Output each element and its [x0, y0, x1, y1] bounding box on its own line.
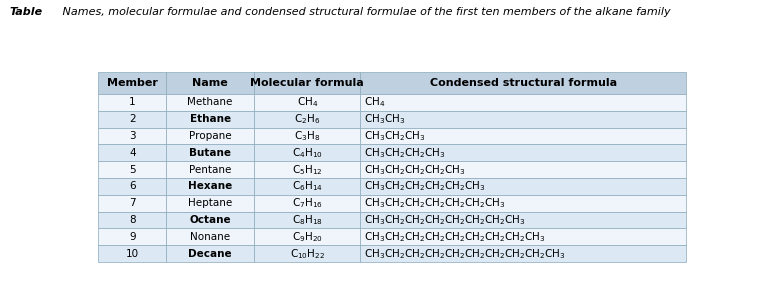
- Bar: [254, 228, 360, 245]
- Text: C$_7$H$_{16}$: C$_7$H$_{16}$: [292, 196, 322, 210]
- Bar: [166, 111, 254, 128]
- Bar: [254, 195, 360, 212]
- Text: Decane: Decane: [189, 249, 232, 259]
- Bar: [166, 94, 254, 111]
- Text: C$_2$H$_6$: C$_2$H$_6$: [294, 112, 320, 126]
- Bar: [360, 195, 686, 212]
- Text: C$_5$H$_{12}$: C$_5$H$_{12}$: [292, 163, 322, 176]
- Text: C$_4$H$_{10}$: C$_4$H$_{10}$: [292, 146, 322, 160]
- Text: Ethane: Ethane: [189, 114, 231, 124]
- Bar: [360, 111, 686, 128]
- Bar: [360, 178, 686, 195]
- Bar: [360, 72, 686, 94]
- Bar: [99, 228, 166, 245]
- Bar: [99, 212, 166, 228]
- Bar: [254, 94, 360, 111]
- Text: Name: Name: [193, 78, 228, 88]
- Bar: [254, 212, 360, 228]
- Text: 1: 1: [129, 97, 135, 108]
- Text: Condensed structural formula: Condensed structural formula: [429, 78, 617, 88]
- Text: Nonane: Nonane: [190, 232, 230, 242]
- Text: 4: 4: [129, 148, 135, 158]
- Bar: [360, 144, 686, 161]
- Bar: [166, 161, 254, 178]
- Text: CH$_3$CH$_2$CH$_2$CH$_3$: CH$_3$CH$_2$CH$_2$CH$_3$: [364, 146, 445, 160]
- Text: Methane: Methane: [187, 97, 233, 108]
- Text: C$_6$H$_{14}$: C$_6$H$_{14}$: [292, 180, 322, 193]
- Bar: [254, 111, 360, 128]
- Bar: [166, 72, 254, 94]
- Text: 10: 10: [126, 249, 139, 259]
- Bar: [99, 178, 166, 195]
- Bar: [99, 161, 166, 178]
- Bar: [166, 228, 254, 245]
- Bar: [254, 161, 360, 178]
- Text: CH$_3$CH$_3$: CH$_3$CH$_3$: [364, 112, 405, 126]
- Text: C$_9$H$_{20}$: C$_9$H$_{20}$: [292, 230, 322, 244]
- Text: CH$_4$: CH$_4$: [296, 96, 318, 109]
- Text: C$_{10}$H$_{22}$: C$_{10}$H$_{22}$: [290, 247, 325, 260]
- Bar: [166, 128, 254, 144]
- Bar: [166, 144, 254, 161]
- Text: 3: 3: [129, 131, 135, 141]
- Text: Molecular formula: Molecular formula: [251, 78, 364, 88]
- Text: Heptane: Heptane: [188, 198, 232, 208]
- Bar: [99, 72, 166, 94]
- Text: Names, molecular formulae and condensed structural formulae of the first ten mem: Names, molecular formulae and condensed …: [52, 7, 671, 18]
- Text: CH$_3$CH$_2$CH$_2$CH$_2$CH$_2$CH$_2$CH$_2$CH$_2$CH$_3$: CH$_3$CH$_2$CH$_2$CH$_2$CH$_2$CH$_2$CH$_…: [364, 230, 545, 244]
- Bar: [166, 195, 254, 212]
- Text: CH$_4$: CH$_4$: [364, 96, 385, 109]
- Text: C$_8$H$_{18}$: C$_8$H$_{18}$: [292, 213, 322, 227]
- Text: 6: 6: [129, 181, 135, 192]
- Text: Member: Member: [107, 78, 157, 88]
- Bar: [99, 111, 166, 128]
- Text: CH$_3$CH$_2$CH$_2$CH$_2$CH$_2$CH$_3$: CH$_3$CH$_2$CH$_2$CH$_2$CH$_2$CH$_3$: [364, 180, 485, 193]
- Bar: [99, 195, 166, 212]
- Text: CH$_3$CH$_2$CH$_2$CH$_2$CH$_3$: CH$_3$CH$_2$CH$_2$CH$_2$CH$_3$: [364, 163, 465, 176]
- Bar: [360, 212, 686, 228]
- Bar: [254, 72, 360, 94]
- Bar: [254, 178, 360, 195]
- Text: CH$_3$CH$_2$CH$_2$CH$_2$CH$_2$CH$_2$CH$_2$CH$_2$CH$_2$CH$_3$: CH$_3$CH$_2$CH$_2$CH$_2$CH$_2$CH$_2$CH$_…: [364, 247, 565, 260]
- Bar: [254, 144, 360, 161]
- Bar: [254, 245, 360, 262]
- Text: Octane: Octane: [189, 215, 231, 225]
- Text: Pentane: Pentane: [189, 165, 231, 175]
- Text: 2: 2: [129, 114, 135, 124]
- Text: Butane: Butane: [189, 148, 231, 158]
- Bar: [166, 178, 254, 195]
- Bar: [360, 245, 686, 262]
- Bar: [166, 212, 254, 228]
- Bar: [254, 128, 360, 144]
- Text: 9: 9: [129, 232, 135, 242]
- Text: C$_3$H$_8$: C$_3$H$_8$: [294, 129, 320, 143]
- Bar: [99, 128, 166, 144]
- Text: 7: 7: [129, 198, 135, 208]
- Bar: [360, 228, 686, 245]
- Bar: [360, 94, 686, 111]
- Text: 5: 5: [129, 165, 135, 175]
- Bar: [360, 128, 686, 144]
- Text: Table: Table: [9, 7, 42, 18]
- Text: Hexane: Hexane: [188, 181, 232, 192]
- Bar: [360, 161, 686, 178]
- Text: 8: 8: [129, 215, 135, 225]
- Bar: [99, 144, 166, 161]
- Bar: [99, 94, 166, 111]
- Bar: [99, 245, 166, 262]
- Text: CH$_3$CH$_2$CH$_2$CH$_2$CH$_2$CH$_2$CH$_3$: CH$_3$CH$_2$CH$_2$CH$_2$CH$_2$CH$_2$CH$_…: [364, 196, 505, 210]
- Text: Propane: Propane: [189, 131, 231, 141]
- Text: CH$_3$CH$_2$CH$_3$: CH$_3$CH$_2$CH$_3$: [364, 129, 425, 143]
- Text: CH$_3$CH$_2$CH$_2$CH$_2$CH$_2$CH$_2$CH$_2$CH$_3$: CH$_3$CH$_2$CH$_2$CH$_2$CH$_2$CH$_2$CH$_…: [364, 213, 526, 227]
- Bar: [166, 245, 254, 262]
